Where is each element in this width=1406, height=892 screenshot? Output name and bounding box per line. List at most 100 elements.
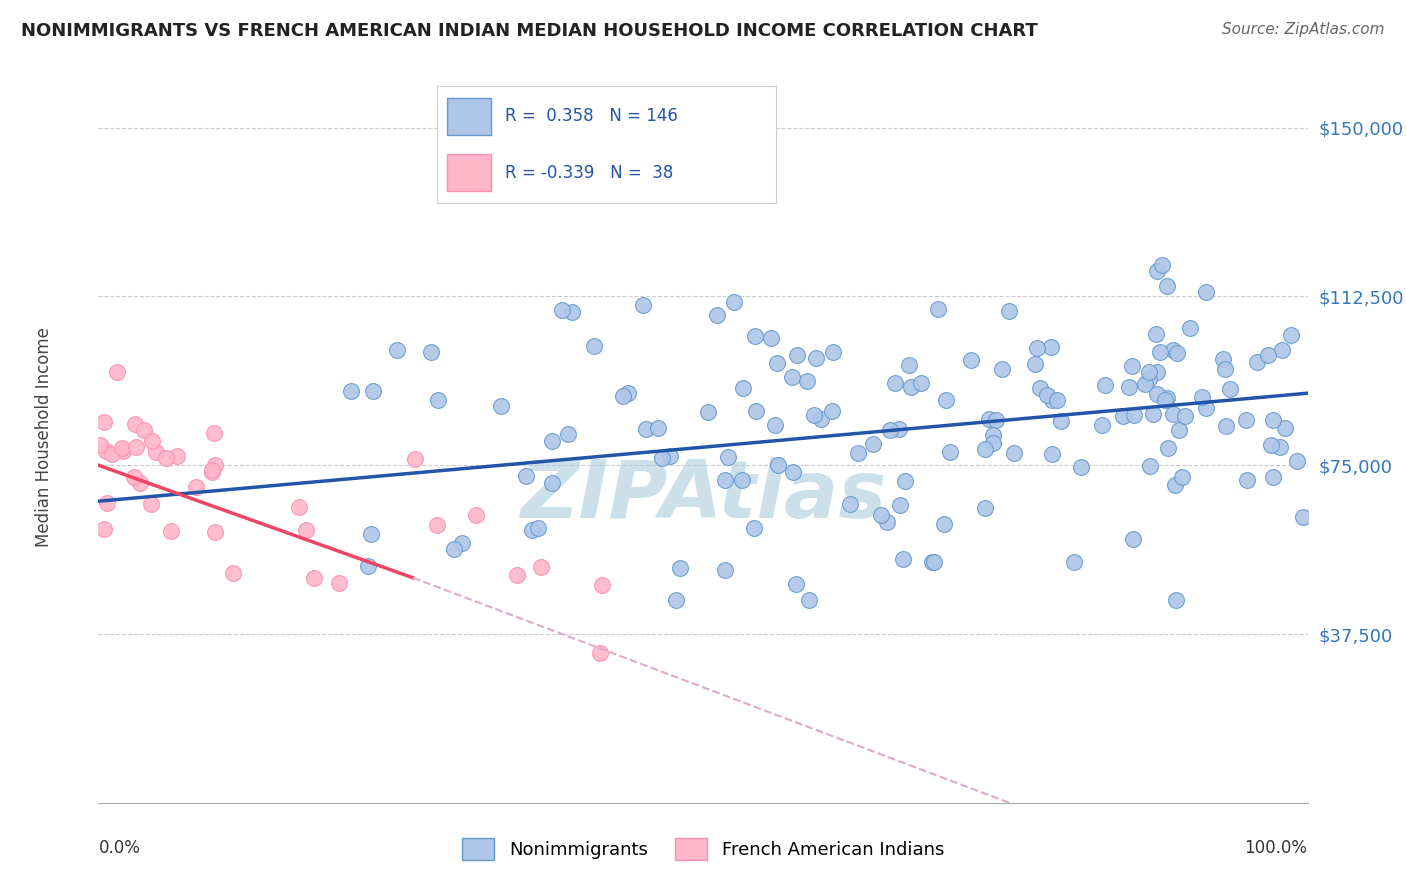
Text: 0.0%: 0.0% (98, 839, 141, 857)
Point (1164, 593, 1187, 607)
Point (870, 508, 893, 523)
Point (419, 345, 441, 359)
Point (898, 358, 921, 372)
Point (201, 463, 224, 477)
Point (986, 413, 1008, 427)
Point (983, 436, 1005, 450)
Point (1139, 459, 1161, 474)
Point (1174, 409, 1197, 424)
Point (1156, 391, 1178, 405)
Point (125, 440, 148, 454)
Point (731, 473, 754, 487)
Point (1025, 342, 1047, 356)
Point (804, 351, 827, 365)
Point (939, 444, 962, 458)
Point (530, 560, 553, 574)
Point (1118, 380, 1140, 394)
Point (561, 305, 583, 319)
Text: 100.0%: 100.0% (1244, 839, 1308, 857)
Point (742, 521, 765, 535)
Point (1146, 387, 1168, 401)
Point (876, 516, 898, 530)
Point (745, 404, 768, 418)
Point (527, 521, 550, 535)
Point (973, 442, 995, 457)
Point (803, 408, 825, 422)
Point (1161, 343, 1184, 358)
Text: ZIPAtlas: ZIPAtlas (520, 457, 886, 534)
Point (706, 308, 728, 322)
Point (697, 405, 720, 419)
Point (1274, 421, 1296, 435)
Point (204, 525, 226, 540)
Point (1234, 413, 1257, 427)
Point (111, 442, 134, 456)
Point (465, 508, 488, 523)
Point (1040, 392, 1063, 407)
Point (1178, 321, 1201, 335)
Point (339, 384, 361, 398)
Point (1144, 327, 1167, 342)
Point (785, 577, 807, 591)
Point (132, 423, 155, 437)
Point (1164, 478, 1187, 492)
Point (515, 468, 537, 483)
Point (357, 559, 380, 574)
Point (129, 476, 152, 491)
Point (981, 427, 1004, 442)
Point (1024, 357, 1046, 371)
Text: NONIMMIGRANTS VS FRENCH AMERICAN INDIAN MEDIAN HOUSEHOLD INCOME CORRELATION CHAR: NONIMMIGRANTS VS FRENCH AMERICAN INDIAN … (21, 22, 1038, 40)
Point (636, 422, 658, 436)
Point (893, 551, 915, 566)
Point (647, 420, 669, 434)
Point (1236, 474, 1258, 488)
Point (551, 302, 574, 317)
Point (426, 518, 449, 533)
Point (1063, 556, 1085, 570)
Point (201, 465, 224, 479)
Point (1191, 391, 1213, 405)
Point (731, 381, 754, 395)
Point (839, 497, 862, 511)
Point (361, 384, 384, 398)
Point (887, 422, 910, 436)
Point (1121, 359, 1143, 374)
Point (1215, 418, 1237, 433)
Point (1246, 355, 1268, 369)
Point (101, 447, 124, 461)
Point (1168, 423, 1191, 437)
Point (589, 646, 612, 660)
Point (1212, 351, 1234, 366)
Point (222, 566, 245, 580)
Point (782, 369, 804, 384)
Point (631, 298, 654, 312)
Point (139, 497, 162, 511)
Point (714, 474, 737, 488)
Point (1261, 470, 1284, 484)
Point (1036, 388, 1059, 402)
Point (889, 498, 911, 512)
Point (821, 403, 844, 417)
Point (184, 480, 207, 494)
Point (935, 392, 957, 407)
Point (105, 365, 128, 379)
Point (782, 465, 804, 479)
Point (1150, 258, 1173, 272)
Point (1091, 417, 1114, 432)
Point (541, 434, 564, 448)
Point (744, 328, 766, 343)
Point (1146, 365, 1168, 379)
Point (766, 458, 789, 473)
Point (89, 438, 111, 452)
Point (910, 376, 932, 390)
Point (1028, 381, 1050, 395)
Point (1122, 532, 1144, 546)
Point (451, 536, 474, 550)
Point (1195, 401, 1218, 415)
Point (1133, 377, 1156, 392)
Point (1171, 470, 1194, 484)
Point (991, 362, 1014, 376)
Point (166, 449, 188, 463)
Point (893, 474, 915, 488)
Point (1268, 440, 1291, 454)
